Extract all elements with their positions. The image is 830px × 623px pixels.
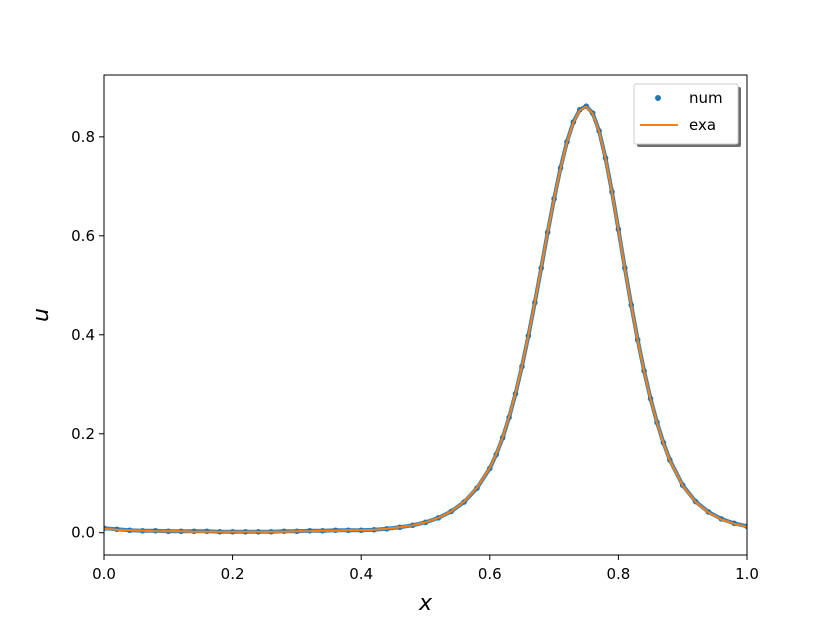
x-tick-label: 1.0 bbox=[735, 565, 759, 583]
num-series-trace bbox=[104, 104, 747, 534]
x-axis-label: x bbox=[418, 591, 433, 616]
x-tick-label: 0.2 bbox=[221, 565, 245, 583]
y-tick-label: 0.0 bbox=[71, 524, 95, 542]
legend-num-marker bbox=[655, 95, 661, 101]
legend: num exa bbox=[633, 83, 741, 147]
x-tick-label: 0.4 bbox=[349, 565, 373, 583]
legend-num-label: num bbox=[689, 89, 723, 107]
x-tick-label: 0.8 bbox=[606, 565, 630, 583]
exa-series-line bbox=[104, 105, 747, 533]
x-tick-label: 0.6 bbox=[478, 565, 502, 583]
y-tick-label: 0.8 bbox=[71, 128, 95, 146]
plot-area bbox=[104, 103, 747, 535]
x-tick-label: 0.0 bbox=[92, 565, 116, 583]
y-axis-label: u bbox=[29, 308, 54, 322]
axes-frame bbox=[103, 74, 748, 556]
y-tick-label: 0.4 bbox=[71, 326, 95, 344]
y-tick-label: 0.6 bbox=[71, 227, 95, 245]
y-tick-label: 0.2 bbox=[71, 425, 95, 443]
legend-exa-label: exa bbox=[689, 116, 716, 134]
axes: 0.0 0.2 0.4 0.6 0.8 1.0 0.0 0.2 0.4 0.6 0.8 x u bbox=[29, 74, 759, 616]
